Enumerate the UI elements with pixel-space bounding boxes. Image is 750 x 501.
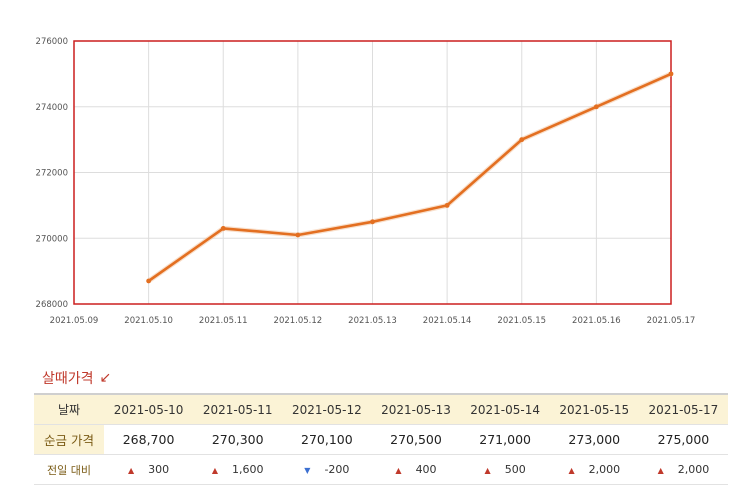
x-tick-label: 2021.05.15 [497, 316, 546, 326]
change-value: 400 [415, 463, 437, 476]
data-point [668, 71, 674, 77]
data-point [593, 104, 599, 110]
section-title: 살때가격 ↙ [42, 368, 111, 388]
x-tick-label: 2021.05.17 [647, 316, 696, 326]
change-cell: ▲ 300 [104, 454, 194, 485]
price-line-chart: 268000 270000 272000 274000 276000 2021.05.09… [36, 37, 696, 326]
arrow-down-left-icon: ↙ [99, 370, 112, 386]
price-header-cell: 순금 가격 [34, 424, 104, 455]
x-tick-label: 2021.05.10 [124, 316, 173, 326]
date-cell: 2021-05-17 [638, 393, 728, 425]
price-cell: 270,100 [282, 424, 372, 455]
plot-border [73, 40, 672, 305]
change-cell: ▲ 400 [371, 454, 461, 485]
change-value: -200 [324, 463, 350, 476]
date-header-cell: 날짜 [34, 393, 104, 425]
date-cell: 2021-05-12 [282, 393, 372, 425]
x-tick-label: 2021.05.14 [423, 316, 472, 326]
date-cell: 2021-05-15 [549, 393, 639, 425]
change-value: 2,000 [677, 463, 710, 476]
y-tick-label: 272000 [36, 169, 68, 179]
price-cell: 275,000 [638, 424, 728, 455]
data-point [519, 137, 525, 143]
triangle-up-icon: ▲ [127, 466, 135, 475]
price-cell: 270,300 [193, 424, 283, 455]
data-point [370, 219, 375, 225]
triangle-up-icon: ▲ [395, 466, 402, 475]
date-cell: 2021-05-14 [460, 393, 550, 425]
date-cell: 2021-05-11 [193, 393, 283, 425]
price-cell: 270,500 [371, 424, 461, 455]
data-point [295, 232, 301, 238]
price-cell: 273,000 [549, 424, 639, 455]
y-tick-label: 270000 [36, 234, 68, 244]
x-tick-label: 2021.05.09 [50, 316, 99, 326]
price-table: 날짜 2021-05-10 2021-05-11 2021-05-12 2021-05… [34, 393, 728, 485]
x-tick-label: 2021.05.16 [572, 316, 621, 326]
price-cell: 271,000 [460, 424, 550, 455]
change-row: 전일 대비 ▲ 300 ▲ 1,600 ▼ -200 ▲ 400 ▲ 500 ▲ 2,000 ▲ 2,00… [34, 454, 728, 485]
y-tick-label: 274000 [36, 103, 68, 113]
triangle-down-icon: ▼ [304, 466, 311, 475]
change-cell: ▼ -200 [282, 454, 372, 485]
change-value: 300 [148, 463, 170, 476]
change-value: 2,000 [588, 463, 621, 476]
change-cell: ▲ 500 [460, 454, 550, 485]
triangle-up-icon: ▲ [568, 466, 575, 475]
x-tick-label: 2021.05.11 [199, 316, 248, 326]
section-title-label: 살때가격 [42, 371, 94, 387]
triangle-up-icon: ▲ [484, 466, 491, 475]
data-point [444, 202, 450, 208]
change-value: 1,600 [232, 463, 264, 476]
change-value: 500 [504, 463, 526, 476]
triangle-up-icon: ▲ [657, 466, 664, 475]
x-tick-label: 2021.05.13 [348, 316, 397, 326]
triangle-up-icon: ▲ [211, 466, 219, 475]
data-point [146, 278, 152, 284]
price-cell: 268,700 [104, 424, 194, 455]
y-tick-label: 268000 [36, 300, 68, 310]
x-tick-label: 2021.05.12 [274, 316, 323, 326]
y-tick-label: 276000 [36, 37, 68, 47]
change-cell: ▲ 2,000 [549, 454, 639, 485]
change-cell: ▲ 2,000 [638, 454, 728, 485]
series-line [147, 72, 672, 283]
change-cell: ▲ 1,600 [193, 454, 283, 485]
date-cell: 2021-05-13 [371, 393, 461, 425]
date-row: 날짜 2021-05-10 2021-05-11 2021-05-12 2021-05… [34, 393, 728, 425]
date-cell: 2021-05-10 [104, 393, 194, 425]
series-line-shadow [147, 71, 673, 284]
price-row: 순금 가격 268,700 270,300 270,100 270,500 271,00… [34, 424, 728, 455]
data-point [220, 225, 226, 231]
change-header-cell: 전일 대비 [34, 454, 104, 485]
